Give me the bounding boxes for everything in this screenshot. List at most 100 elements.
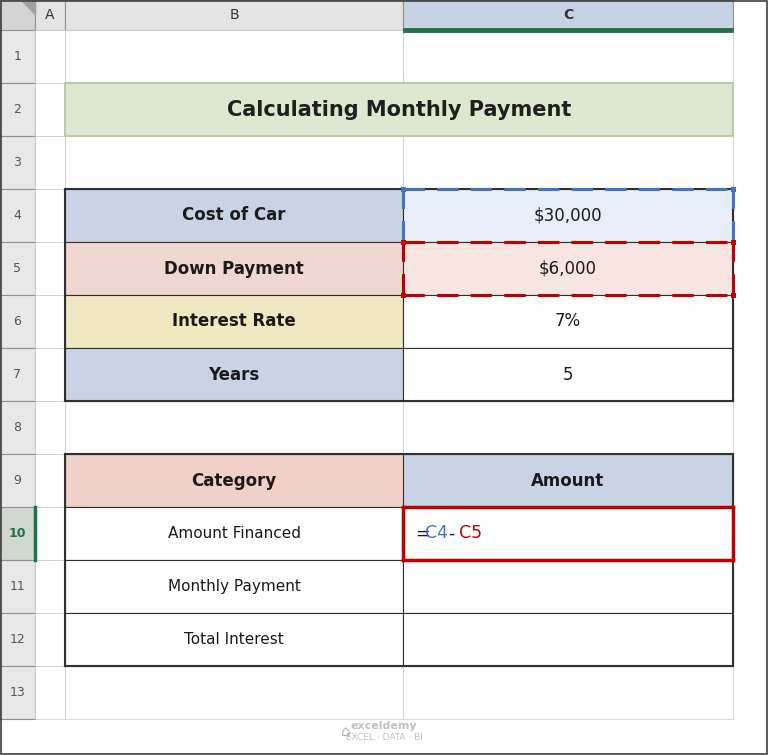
Bar [0, 295, 35, 348]
Text: 2: 2 [14, 103, 22, 116]
Bar [403, 666, 733, 719]
Bar [65, 507, 403, 560]
Bar [0, 348, 35, 401]
Bar [35, 507, 65, 560]
Bar [0, 0, 35, 30]
Bar [403, 295, 733, 348]
Bar [65, 401, 403, 454]
Bar [403, 613, 733, 666]
Bar [403, 507, 733, 560]
Text: 10: 10 [8, 527, 26, 540]
Bar [65, 189, 403, 242]
Bar [0, 83, 35, 136]
Polygon shape [21, 0, 35, 14]
Bar [35, 401, 65, 454]
Bar [403, 136, 733, 189]
Bar [35, 454, 65, 507]
Bar [0, 30, 35, 83]
Text: 8: 8 [14, 421, 22, 434]
Bar [0, 401, 35, 454]
Text: 7%: 7% [555, 313, 581, 331]
Text: Total Interest: Total Interest [184, 632, 284, 647]
Text: Interest Rate: Interest Rate [172, 313, 296, 331]
Bar [65, 560, 403, 613]
Text: =: = [415, 525, 429, 543]
Bar [65, 295, 403, 348]
Bar [35, 295, 65, 348]
Bar [403, 560, 733, 613]
Bar [65, 666, 403, 719]
Bar [65, 136, 403, 189]
Text: Years: Years [208, 365, 260, 384]
Bar [400, 239, 406, 245]
Text: -: - [448, 525, 455, 543]
Text: Amount: Amount [531, 472, 604, 489]
Bar [65, 348, 403, 401]
Bar [35, 83, 65, 136]
Text: A: A [45, 8, 55, 22]
Text: C: C [563, 8, 573, 22]
Bar [0, 136, 35, 189]
Bar [403, 401, 733, 454]
Bar [0, 189, 35, 242]
Bar [35, 242, 65, 295]
Text: C4: C4 [425, 525, 448, 543]
Text: Amount Financed: Amount Financed [167, 526, 300, 541]
Text: EXCEL · DATA · BI: EXCEL · DATA · BI [346, 732, 422, 741]
Text: 12: 12 [10, 633, 25, 646]
Bar [65, 83, 733, 136]
Bar [403, 295, 733, 348]
Text: B: B [229, 8, 239, 22]
Bar [730, 239, 736, 245]
Bar [35, 189, 65, 242]
Bar [65, 242, 403, 295]
Bar [65, 189, 403, 242]
Bar [400, 292, 406, 297]
Text: 4: 4 [14, 209, 22, 222]
Bar [35, 0, 65, 30]
Bar [0, 507, 35, 560]
Text: 13: 13 [10, 686, 25, 699]
Text: ⌂: ⌂ [341, 725, 351, 739]
Bar [400, 186, 406, 192]
Bar [0, 666, 35, 719]
Bar [35, 136, 65, 189]
Bar [403, 454, 733, 507]
Text: 5: 5 [563, 365, 573, 384]
Bar [730, 239, 736, 245]
Bar [403, 0, 733, 30]
Bar [403, 507, 733, 560]
Text: Down Payment: Down Payment [164, 260, 304, 278]
Bar [0, 613, 35, 666]
Bar [65, 454, 403, 507]
Bar [65, 295, 403, 348]
Bar [35, 666, 65, 719]
Bar [403, 83, 733, 136]
Bar [403, 189, 733, 242]
Bar [403, 189, 733, 242]
Bar [65, 0, 403, 30]
Text: exceldemy: exceldemy [351, 721, 417, 731]
Bar [65, 560, 403, 613]
Text: Monthly Payment: Monthly Payment [167, 579, 300, 594]
Text: 11: 11 [10, 580, 25, 593]
Text: 3: 3 [14, 156, 22, 169]
Bar [403, 348, 733, 401]
Bar [730, 186, 736, 192]
Bar [35, 560, 65, 613]
Bar [65, 613, 403, 666]
Text: Cost of Car: Cost of Car [182, 207, 286, 224]
Text: 5: 5 [14, 262, 22, 275]
Bar [65, 30, 403, 83]
Bar [403, 560, 733, 613]
Bar [35, 348, 65, 401]
Text: Calculating Monthly Payment: Calculating Monthly Payment [227, 100, 571, 119]
Bar [0, 454, 35, 507]
Bar [65, 454, 403, 507]
Bar [403, 348, 733, 401]
Bar [65, 83, 403, 136]
Bar [400, 239, 406, 245]
Bar [35, 613, 65, 666]
Text: C5: C5 [459, 525, 482, 543]
Text: $6,000: $6,000 [539, 260, 597, 278]
